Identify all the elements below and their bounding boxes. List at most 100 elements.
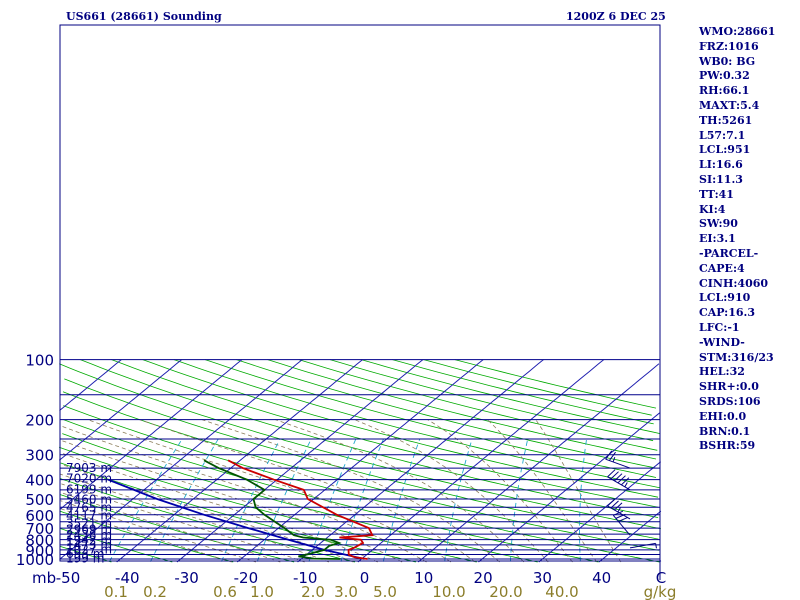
wind-barb-feather — [620, 477, 630, 486]
stability-index: L57:7.1 — [699, 128, 746, 142]
temperature-tick-label: 20 — [474, 569, 493, 587]
stability-index: CINH:4060 — [699, 276, 769, 290]
temperature-tick-label: -40 — [115, 569, 140, 587]
stability-index: MAXT:5.4 — [699, 98, 760, 112]
temperature-tick-label: 30 — [533, 569, 552, 587]
pressure-unit-label: mb — [32, 569, 56, 587]
wind-barb-feather — [613, 510, 624, 516]
dewpoint-trace — [203, 459, 342, 560]
stability-index: SW:90 — [699, 217, 738, 231]
stability-index: LCL:951 — [699, 143, 751, 157]
isotherm-line — [357, 359, 605, 563]
stability-index: TH:5261 — [699, 113, 753, 127]
isotherm-line — [478, 412, 660, 563]
height-label: 6199 m — [66, 483, 112, 497]
wind-barb-feather — [610, 471, 619, 480]
isotherm-line — [58, 359, 183, 461]
wind-barb-feather — [615, 513, 626, 519]
plot-background — [60, 25, 660, 561]
temperature-tick-label: -10 — [293, 569, 318, 587]
temperature-tick-label: 0 — [360, 569, 370, 587]
temperature-tick-label: -50 — [56, 569, 81, 587]
height-label: 4765 m — [66, 501, 112, 515]
dry-adiabat — [236, 359, 656, 469]
temperature-tick-label: 40 — [592, 569, 611, 587]
stability-index: EI:3.1 — [699, 232, 736, 246]
pressure-tick-label: 1000 — [16, 551, 54, 569]
stability-index: BSHR:59 — [699, 439, 756, 453]
moist-adiabat — [201, 419, 500, 563]
stability-index: SRDS:106 — [699, 394, 761, 408]
stability-index: STM:316/23 — [699, 350, 774, 364]
stability-index: SHR+:0.0 — [699, 380, 759, 394]
stability-index: -PARCEL- — [699, 246, 759, 260]
stability-index: SI:11.3 — [699, 172, 743, 186]
isotherm-line — [176, 359, 424, 563]
wind-barb — [629, 542, 657, 549]
wind-barb-half-feather — [624, 482, 628, 488]
height-label: 1942 m — [66, 533, 112, 547]
height-label: 693 m — [66, 547, 104, 561]
wind-barb-feather — [617, 475, 626, 484]
height-label: 1473 m — [66, 538, 112, 552]
stability-index: WB0: BG — [699, 54, 756, 68]
mixing-ratio-tick-label: 0.2 — [143, 583, 167, 600]
wind-barb-staff — [629, 542, 656, 549]
mixing-ratio-tick-label: 1.0 — [250, 583, 274, 600]
isobars — [60, 359, 660, 560]
moist-adiabat — [61, 440, 403, 563]
stability-index: CAP:16.3 — [699, 306, 756, 320]
moist-adiabat — [61, 483, 305, 563]
stability-index: HEL:32 — [699, 365, 745, 379]
pressure-tick-label: 500 — [25, 491, 54, 509]
dry-adiabat — [59, 494, 295, 563]
dry-adiabat — [60, 528, 173, 563]
stability-index: WMO:28661 — [699, 25, 776, 38]
mixing-ratio-tick-label: 3.0 — [334, 583, 358, 600]
temperature-axis: -50 -40 -30 -20 -10 0 10 20 30 40 C — [56, 569, 666, 587]
mixing-ratio-tick-label: 2.0 — [301, 583, 325, 600]
moist-adiabat — [60, 473, 330, 563]
stability-index: BRN:0.1 — [699, 424, 751, 438]
dry-adiabat — [361, 359, 661, 434]
pressure-tick-label: 400 — [25, 472, 54, 490]
temperature-trace — [227, 459, 374, 560]
height-label: 3521 m — [66, 516, 112, 530]
dry-adiabat — [392, 359, 654, 425]
wind-barb-half-feather — [655, 543, 657, 549]
stability-index: RH:66.1 — [699, 84, 750, 98]
mixing-ratio-tick-label: 0.1 — [104, 583, 128, 600]
isotherm-line — [59, 359, 243, 510]
stability-index: FRZ:1016 — [699, 39, 759, 53]
mixing-ratio-tick-label: g/kg — [644, 583, 677, 600]
stability-index: KI:4 — [699, 202, 726, 216]
stability-index: LCL:910 — [699, 291, 751, 305]
dewpoint-line — [203, 459, 342, 560]
wind-barb — [612, 510, 631, 536]
wind-barb-feather — [607, 469, 616, 478]
height-label: 5460 m — [66, 492, 112, 506]
wind-barb — [605, 450, 631, 469]
dry-adiabat — [267, 359, 657, 460]
height-label: 2438 m — [66, 528, 112, 542]
pressure-tick-label: 600 — [25, 507, 54, 525]
stability-index: -WIND- — [699, 335, 745, 349]
wind-barb-feather — [618, 516, 629, 522]
height-label: 2969 m — [66, 522, 112, 536]
stability-index: CAPE:4 — [699, 261, 745, 275]
dry-adiabat — [204, 359, 657, 478]
height-label: 1027 m — [66, 543, 112, 557]
temperature-tick-label: -30 — [174, 569, 199, 587]
isotherm-line — [116, 359, 363, 563]
wind-barb-feather — [608, 451, 616, 461]
pressure-tick-label: 200 — [25, 412, 54, 430]
dry-adiabat — [173, 359, 661, 489]
pressure-tick-label: 800 — [25, 532, 54, 550]
station-title: US661 (28661) Sounding — [66, 10, 222, 23]
height-label: 199 m — [66, 551, 104, 565]
wind-barb-feather — [607, 498, 616, 507]
temperature-tick-label: C — [656, 569, 666, 587]
